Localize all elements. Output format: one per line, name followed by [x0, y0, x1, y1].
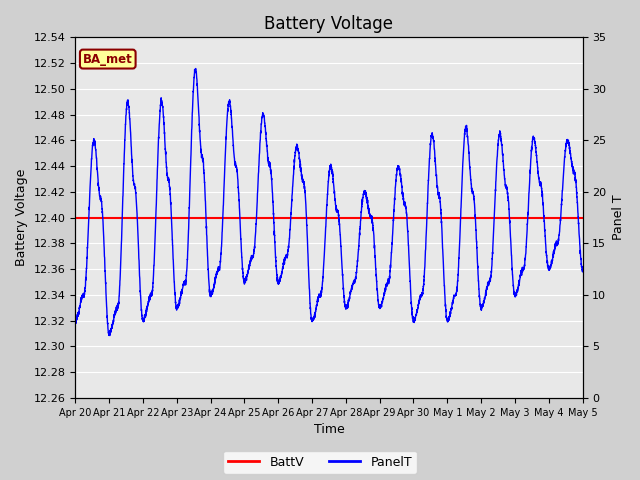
Y-axis label: Battery Voltage: Battery Voltage	[15, 169, 28, 266]
Title: Battery Voltage: Battery Voltage	[264, 15, 394, 33]
Text: BA_met: BA_met	[83, 53, 132, 66]
Legend: BattV, PanelT: BattV, PanelT	[223, 451, 417, 474]
X-axis label: Time: Time	[314, 423, 344, 436]
Y-axis label: Panel T: Panel T	[612, 195, 625, 240]
